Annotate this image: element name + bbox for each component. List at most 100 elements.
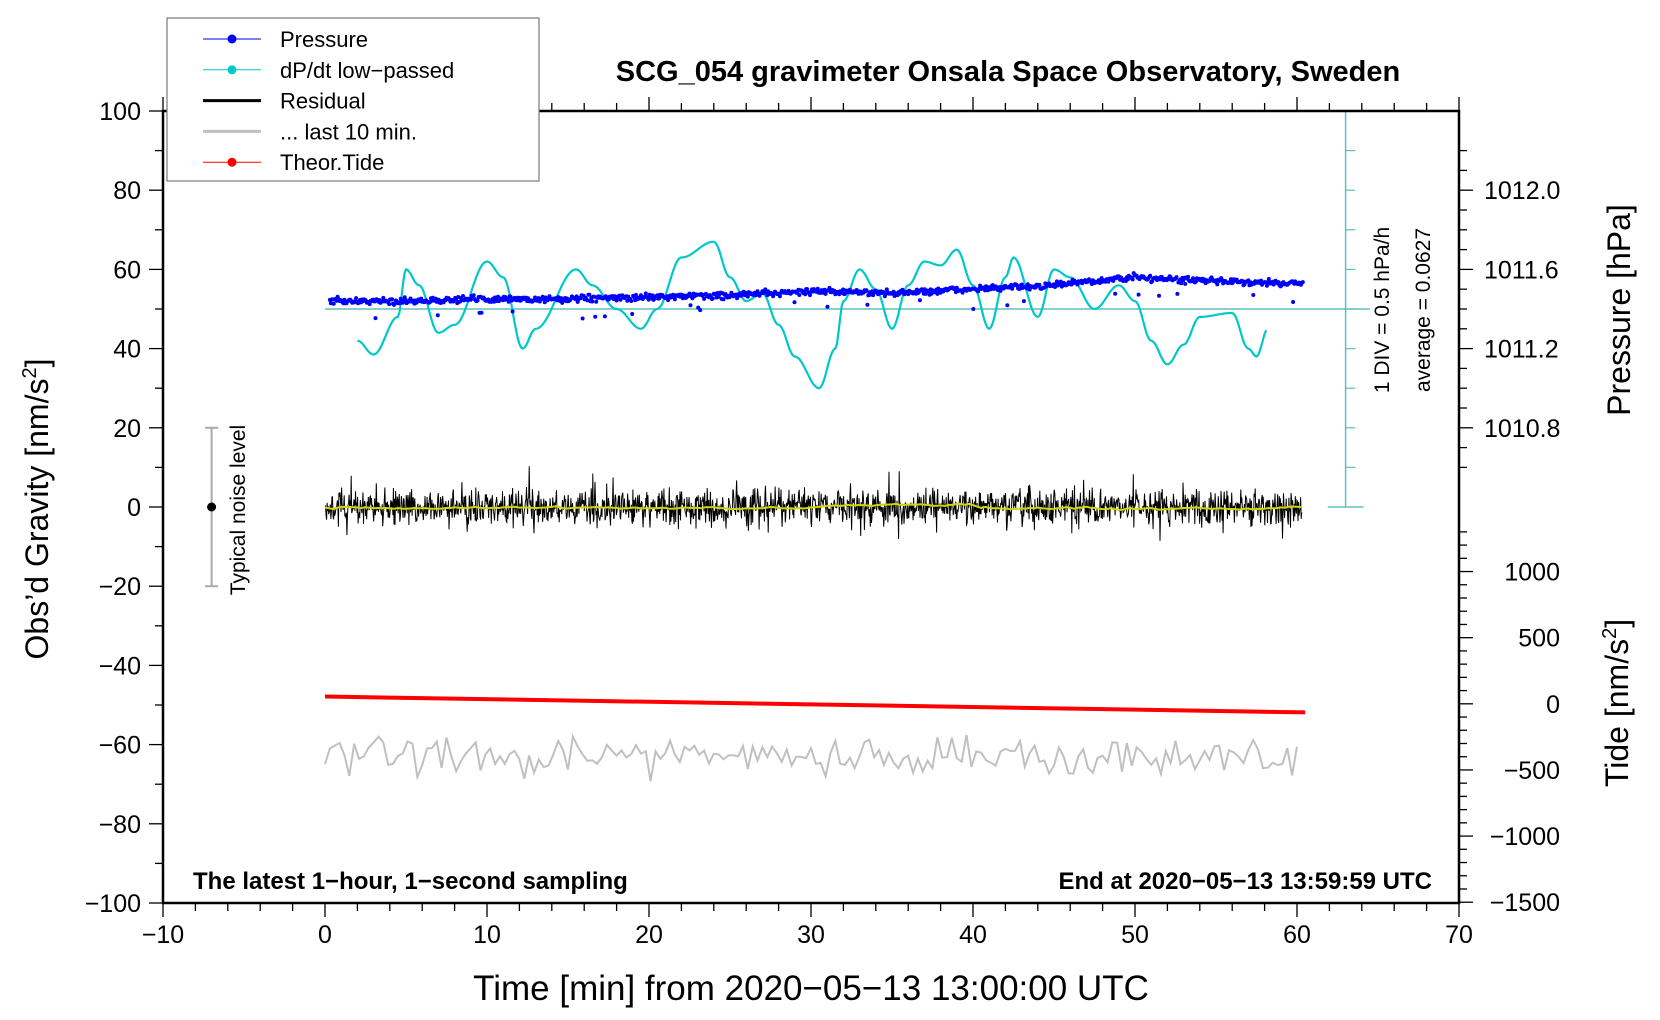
tide-axis-title-text: Tide [nm/s — [1599, 639, 1635, 787]
legend-item: Pressure — [203, 27, 368, 52]
pressure-point — [702, 296, 707, 301]
pressure-point — [917, 298, 922, 303]
pressure-point — [1113, 291, 1118, 296]
pressure-point — [1111, 278, 1116, 283]
pressure-point — [585, 298, 590, 303]
x-tick-label: 0 — [318, 921, 332, 949]
pressure-point — [1215, 282, 1220, 287]
pressure-point — [988, 287, 993, 292]
x-tick-label: 30 — [797, 921, 825, 949]
legend-label: dP/dt low−passed — [280, 58, 454, 83]
tide-tick-label: −500 — [1504, 757, 1560, 785]
pressure-point — [580, 316, 585, 321]
tide-axis-title: Tide [nm/s2] — [1599, 619, 1635, 787]
pressure-tick-label: 1011.6 — [1484, 256, 1559, 284]
legend-item: ... last 10 min. — [203, 119, 417, 144]
x-tick-label: 40 — [959, 921, 987, 949]
pressure-point — [1019, 282, 1024, 287]
x-tick-label: 50 — [1121, 921, 1149, 949]
pressure-tick-label: 1012.0 — [1484, 177, 1560, 205]
tide-line — [324, 694, 1306, 715]
last-10-min-line — [324, 733, 1298, 782]
y-tick-label: −40 — [99, 652, 141, 680]
y-tick-label: 80 — [113, 177, 141, 205]
legend-label: ... last 10 min. — [280, 119, 417, 144]
y-tick-label: −80 — [99, 811, 141, 839]
residual-smoothed-line — [324, 502, 1302, 512]
pressure-point — [618, 297, 623, 302]
legend-marker — [227, 65, 237, 75]
x-axis-title: Time [min] from 2020−05−13 13:00:00 UTC — [473, 969, 1149, 1008]
pressure-point — [381, 295, 386, 300]
y-tick-label: 0 — [127, 494, 141, 522]
pressure-point — [808, 293, 812, 298]
pressure-point — [435, 313, 440, 318]
pressure-point — [1186, 274, 1191, 279]
y-tick-label: 20 — [113, 415, 141, 443]
pressure-point — [1148, 273, 1153, 278]
pressure-point — [843, 291, 847, 296]
pressure-point — [698, 308, 703, 313]
pressure-point — [1174, 275, 1179, 280]
legend-label: Residual — [280, 89, 366, 114]
x-tick-label: 60 — [1283, 921, 1311, 949]
pressure-point — [587, 292, 592, 297]
pressure-point — [1300, 280, 1305, 285]
pressure-point — [803, 292, 808, 297]
x-tick-label: −10 — [142, 921, 184, 949]
pressure-point — [479, 310, 484, 315]
pressure-point — [1025, 282, 1030, 287]
tide-axis-title-end: ] — [1599, 619, 1635, 628]
tide-tick-label: 500 — [1518, 625, 1560, 653]
pressure-point — [590, 299, 595, 304]
pressure-point — [1010, 286, 1015, 291]
legend-marker — [227, 157, 237, 167]
pressure-point — [1264, 283, 1269, 288]
legend-items: Pressure dP/dt low−passed Residual ... last… — [203, 27, 454, 175]
x-tick-label: 20 — [635, 921, 663, 949]
pressure-point — [797, 293, 802, 297]
pressure-tick-label: 1011.2 — [1484, 336, 1559, 364]
y-tick-label: 60 — [113, 256, 141, 284]
dpdt-average-label: average = 0.0627 — [1412, 228, 1435, 392]
pressure-point — [342, 297, 347, 302]
pressure-point — [354, 296, 359, 301]
pressure-point — [688, 303, 693, 308]
y-tick-label: −20 — [99, 573, 141, 601]
y-tick-label: −60 — [99, 732, 141, 760]
legend: Pressure dP/dt low−passed Residual ... last… — [166, 17, 540, 182]
residual-line — [324, 466, 1303, 541]
pressure-point — [1130, 277, 1135, 282]
pressure-point — [594, 299, 599, 304]
pressure-point — [1179, 281, 1184, 286]
legend-label: Theor.Tide — [280, 150, 384, 175]
tide-tick-label: 0 — [1546, 691, 1560, 719]
annotation-end-time: End at 2020−05−13 13:59:59 UTC — [1058, 868, 1432, 895]
pressure-point — [805, 287, 810, 292]
chart-title: SCG_054 gravimeter Onsala Space Observat… — [616, 56, 1400, 88]
dpdt-div-label: 1 DIV = 0.5 hPa/h — [1371, 227, 1394, 393]
pressure-axis-title: Pressure [hPa] — [1601, 204, 1637, 416]
pressure-point — [1037, 282, 1042, 287]
pressure-point — [710, 296, 715, 301]
pressure-point — [825, 304, 830, 309]
pressure-point — [408, 296, 413, 301]
pressure-point — [1021, 299, 1026, 304]
pressure-point — [745, 294, 750, 299]
pressure-point — [390, 297, 395, 302]
y-tick-label: 40 — [113, 336, 141, 364]
y-axis-title-sup: 2 — [19, 367, 41, 378]
x-tick-label: 10 — [473, 921, 501, 949]
annotation-sampling: The latest 1−hour, 1−second sampling — [193, 868, 628, 895]
pressure-point — [1136, 292, 1141, 297]
pressure-point — [1240, 279, 1245, 284]
pressure-point — [1251, 293, 1256, 297]
pressure-point — [1175, 291, 1180, 296]
pressure-point — [629, 299, 634, 303]
pressure-point — [602, 314, 607, 319]
pressure-point — [792, 300, 797, 305]
pressure-point — [367, 302, 372, 307]
pressure-point — [777, 294, 782, 299]
pressure-point — [865, 302, 870, 307]
pressure-point — [1228, 277, 1233, 282]
